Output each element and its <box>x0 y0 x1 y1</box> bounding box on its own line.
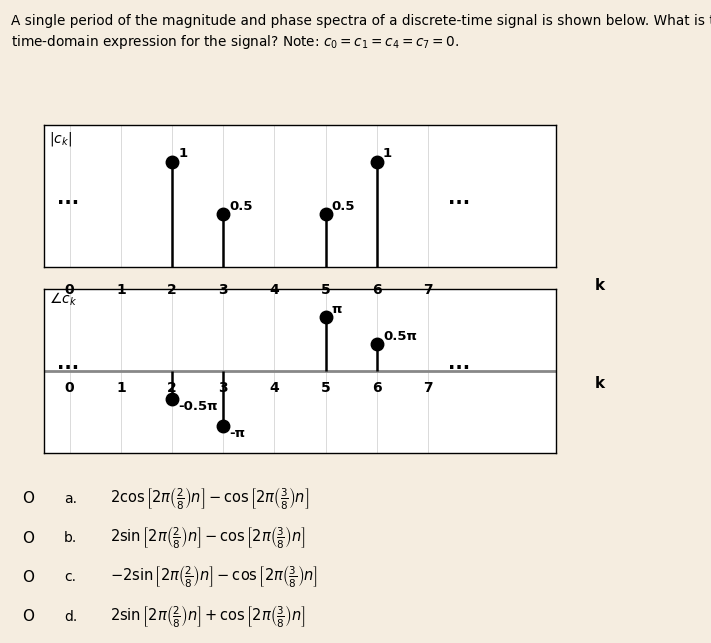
Text: ...: ... <box>449 354 471 373</box>
Text: 5: 5 <box>321 283 331 297</box>
Text: 6: 6 <box>372 381 382 395</box>
Text: $2\sin\left[2\pi\left(\frac{2}{8}\right)n\right] - \cos\left[2\pi\left(\frac{3}{: $2\sin\left[2\pi\left(\frac{2}{8}\right)… <box>110 525 306 551</box>
Text: O: O <box>23 491 34 506</box>
Text: a.: a. <box>64 492 77 506</box>
Text: 6: 6 <box>372 283 382 297</box>
Text: 3: 3 <box>218 381 228 395</box>
Text: 7: 7 <box>423 381 433 395</box>
Text: π: π <box>332 303 342 316</box>
Text: 1: 1 <box>383 147 392 161</box>
Text: O: O <box>23 610 34 624</box>
Text: -0.5π: -0.5π <box>178 400 218 413</box>
Text: $-2\sin\left[2\pi\left(\frac{2}{8}\right)n\right] - \cos\left[2\pi\left(\frac{3}: $-2\sin\left[2\pi\left(\frac{2}{8}\right… <box>110 565 318 590</box>
Text: 0: 0 <box>65 283 75 297</box>
Text: ...: ... <box>449 190 471 208</box>
Text: A single period of the magnitude and phase spectra of a discrete-time signal is : A single period of the magnitude and pha… <box>11 14 711 28</box>
Text: 4: 4 <box>269 283 279 297</box>
Text: k: k <box>595 278 605 293</box>
Text: $\angle c_k$: $\angle c_k$ <box>49 291 77 309</box>
Text: 5: 5 <box>321 381 331 395</box>
Text: 1: 1 <box>116 381 126 395</box>
Text: 2: 2 <box>167 381 177 395</box>
Text: 1: 1 <box>178 147 187 161</box>
Text: 7: 7 <box>423 283 433 297</box>
Text: d.: d. <box>64 610 77 624</box>
Text: time-domain expression for the signal? Note: $c_0 = c_1 = c_4 = c_7 = 0$.: time-domain expression for the signal? N… <box>11 33 459 51</box>
Text: $2\cos\left[2\pi\left(\frac{2}{8}\right)n\right] - \cos\left[2\pi\left(\frac{3}{: $2\cos\left[2\pi\left(\frac{2}{8}\right)… <box>110 485 309 512</box>
Text: 0.5π: 0.5π <box>383 330 417 343</box>
Text: $|c_k|$: $|c_k|$ <box>49 130 73 148</box>
Text: k: k <box>595 376 605 392</box>
Text: $2\sin\left[2\pi\left(\frac{2}{8}\right)n\right] + \cos\left[2\pi\left(\frac{3}{: $2\sin\left[2\pi\left(\frac{2}{8}\right)… <box>110 604 306 630</box>
Text: O: O <box>23 570 34 585</box>
Text: b.: b. <box>64 531 77 545</box>
Text: ...: ... <box>57 354 79 373</box>
Text: 4: 4 <box>269 381 279 395</box>
Text: c.: c. <box>64 570 76 584</box>
Text: 1: 1 <box>116 283 126 297</box>
Text: ...: ... <box>57 190 79 208</box>
Text: 0: 0 <box>65 381 75 395</box>
Text: 2: 2 <box>167 283 177 297</box>
Text: O: O <box>23 530 34 546</box>
Text: 0.5: 0.5 <box>230 200 253 213</box>
Text: 0.5: 0.5 <box>332 200 356 213</box>
Text: 3: 3 <box>218 283 228 297</box>
Text: -π: -π <box>230 427 245 440</box>
